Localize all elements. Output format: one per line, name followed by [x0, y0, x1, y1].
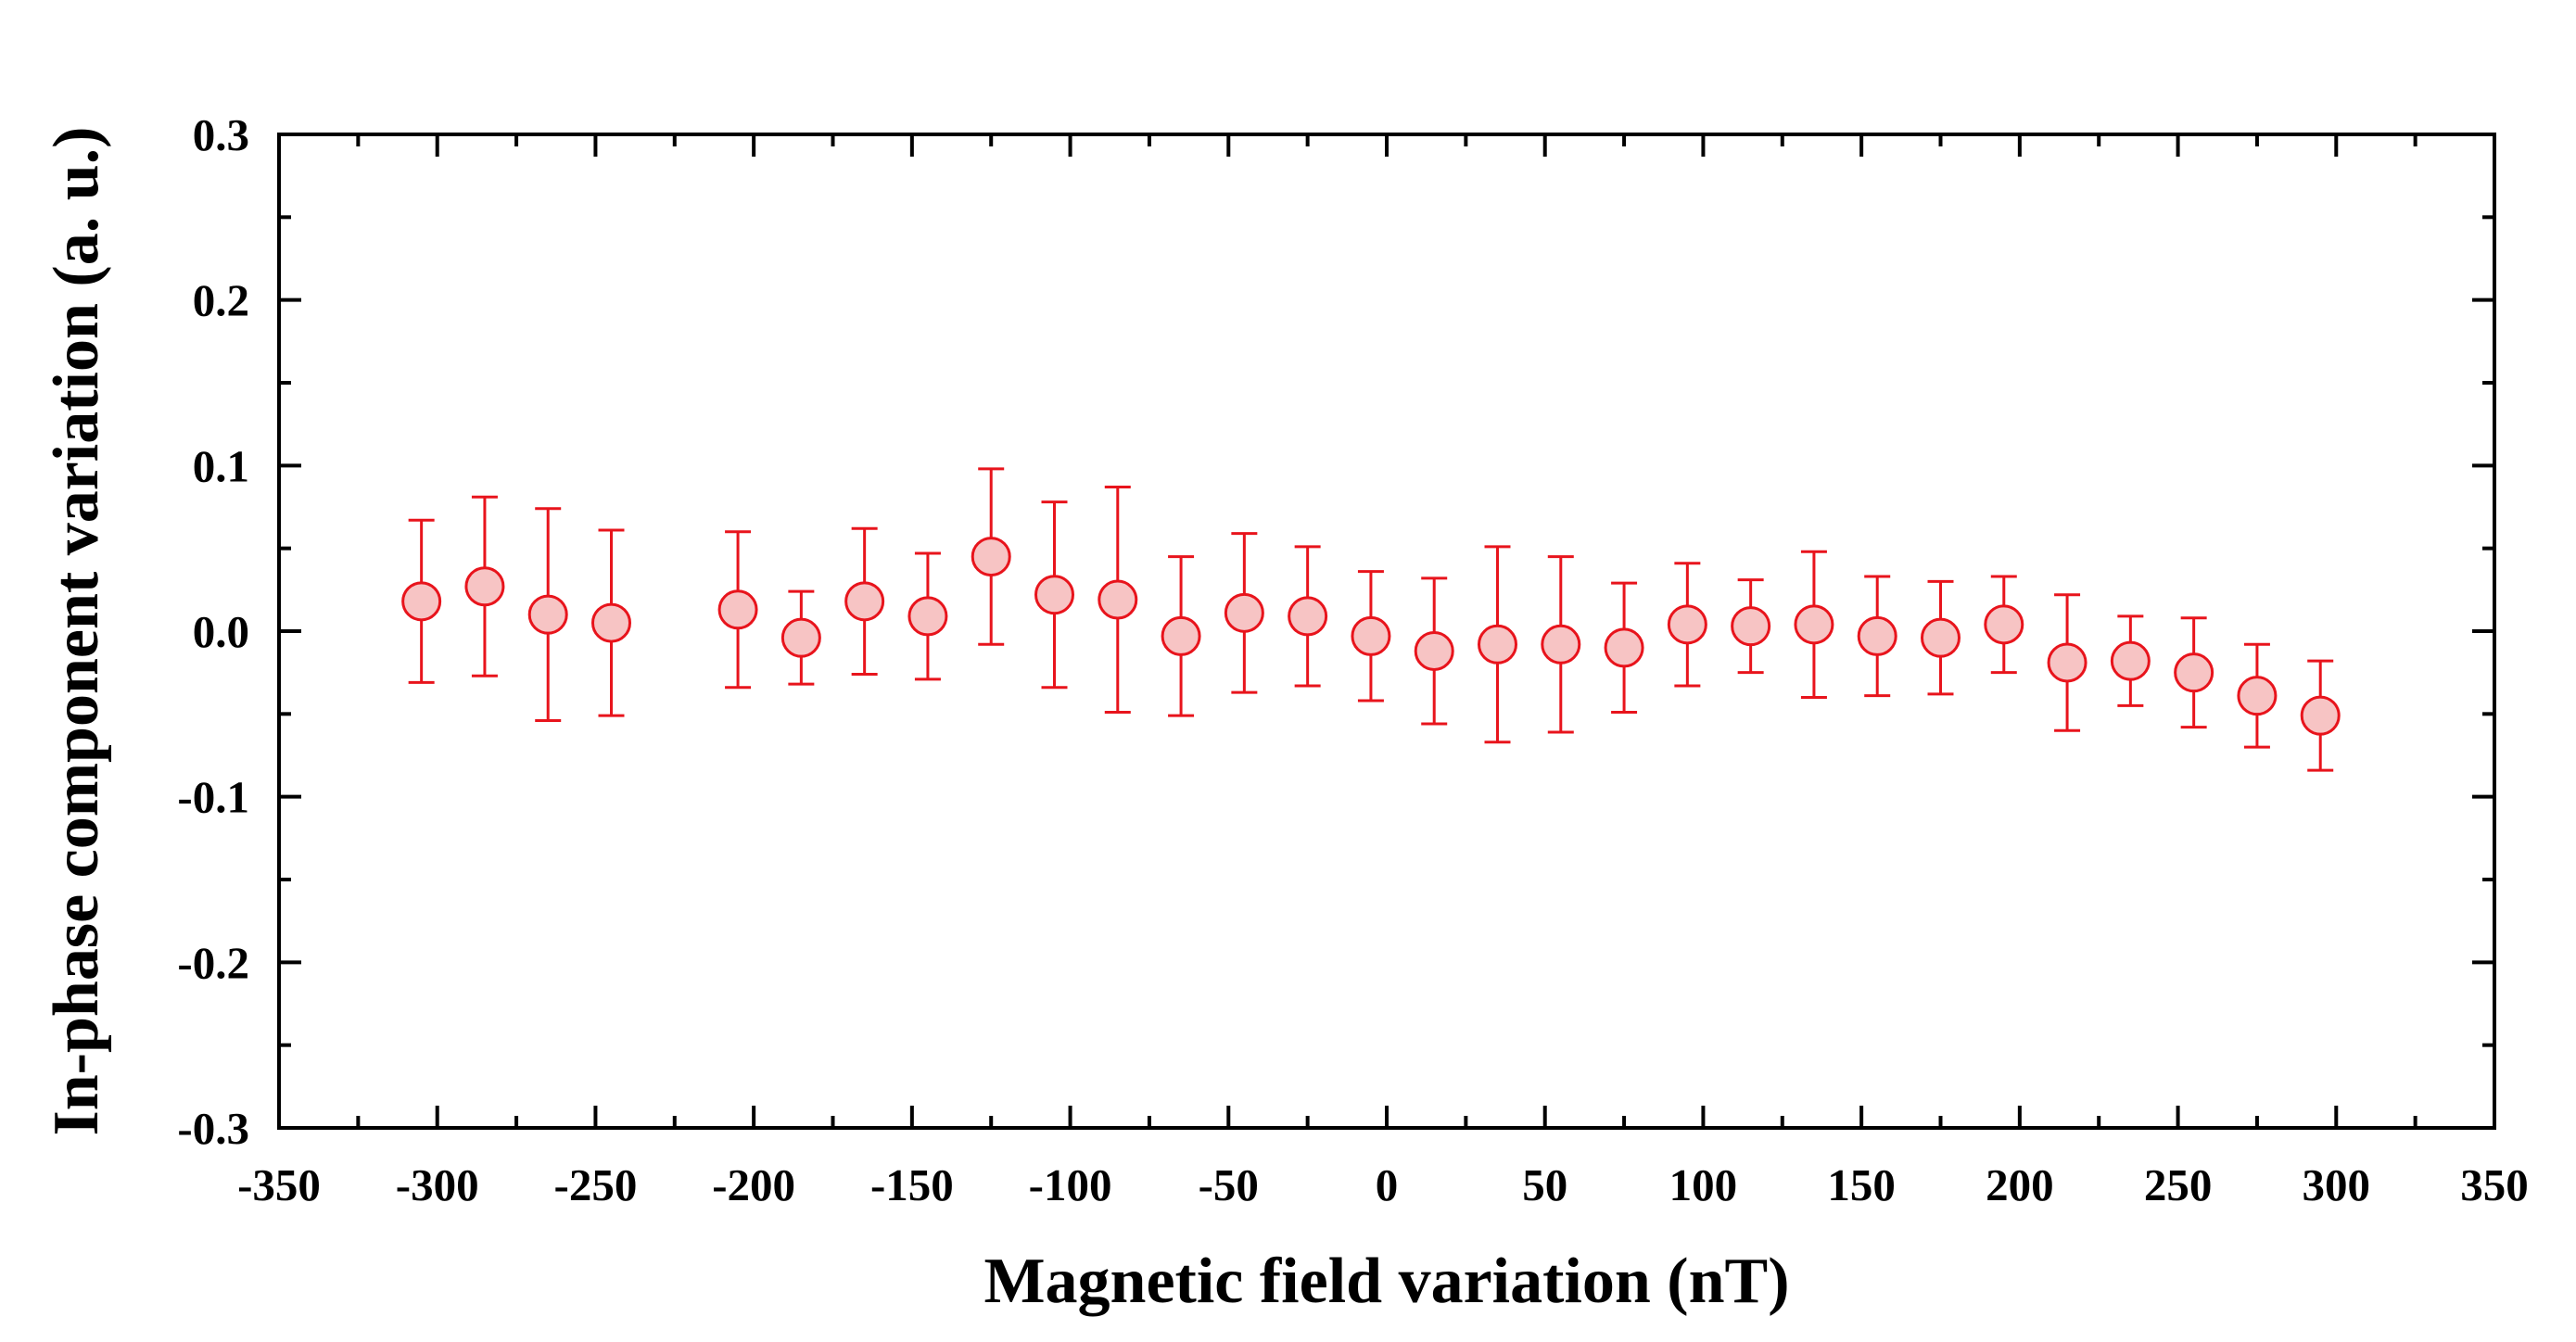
data-point	[1034, 575, 1074, 615]
y-tick-label: 0.1	[193, 440, 249, 491]
data-point	[527, 594, 568, 635]
x-tick-label: 150	[1827, 1159, 1896, 1210]
data-point	[717, 589, 758, 630]
x-tick-label: -150	[870, 1159, 954, 1210]
data-point	[1604, 627, 1644, 668]
data-point	[971, 537, 1011, 577]
data-point	[1288, 596, 1328, 637]
data-point	[1794, 604, 1834, 645]
y-tick-label: -0.1	[177, 772, 249, 823]
x-axis-title: Magnetic field variation (nT)	[983, 1246, 1789, 1317]
data-points	[401, 537, 2341, 736]
data-point	[1414, 630, 1454, 671]
data-point	[2300, 695, 2341, 736]
x-tick-label: -100	[1029, 1159, 1112, 1210]
x-tick-label: 100	[1669, 1159, 1738, 1210]
data-point	[1098, 579, 1138, 620]
x-tick-label: 0	[1376, 1159, 1399, 1210]
y-tick-label: 0.2	[193, 275, 249, 326]
y-tick-label: 0.0	[193, 606, 249, 657]
data-point	[2047, 642, 2087, 683]
data-point	[1667, 604, 1707, 645]
data-point	[2110, 640, 2151, 681]
data-point	[1478, 624, 1517, 665]
data-point	[2237, 676, 2278, 716]
x-tick-label: 50	[1522, 1159, 1567, 1210]
data-point	[1921, 617, 1961, 658]
data-point	[780, 617, 821, 658]
data-point	[1731, 606, 1771, 647]
data-point	[1224, 592, 1264, 633]
x-tick-label: 200	[1986, 1159, 2054, 1210]
x-tick-label: -200	[712, 1159, 795, 1210]
data-point	[464, 566, 505, 607]
y-tick-label: -0.3	[177, 1103, 249, 1154]
x-axis-ticks	[277, 134, 2496, 1128]
x-tick-label: 350	[2460, 1159, 2529, 1210]
data-point	[844, 581, 885, 622]
y-axis-ticks	[279, 133, 2494, 1130]
data-point	[1541, 624, 1581, 665]
data-point	[591, 602, 631, 643]
data-point	[1351, 615, 1391, 656]
x-tick-label: 300	[2303, 1159, 2371, 1210]
y-tick-label: -0.2	[177, 937, 249, 988]
x-axis-tick-labels: -350 -300 -250 -200 -150 -100 -50 0 50 100 150 200 2…	[237, 1159, 2529, 1210]
x-tick-label: -50	[1199, 1159, 1259, 1210]
x-tick-label: 250	[2144, 1159, 2213, 1210]
y-axis-tick-labels: 0.3 0.2 0.1 0.0 -0.1 -0.2 -0.3	[177, 109, 249, 1154]
data-point	[907, 596, 948, 637]
y-axis-title: In-phase component variation (a. u.)	[41, 127, 112, 1136]
x-tick-label: -350	[237, 1159, 321, 1210]
data-point	[401, 581, 442, 622]
data-point	[1984, 604, 2024, 645]
data-point	[1161, 615, 1201, 656]
y-tick-label: 0.3	[193, 109, 249, 160]
data-point	[2174, 652, 2214, 693]
x-tick-label: -300	[396, 1159, 479, 1210]
data-point	[1857, 615, 1897, 656]
x-tick-label: -250	[554, 1159, 638, 1210]
